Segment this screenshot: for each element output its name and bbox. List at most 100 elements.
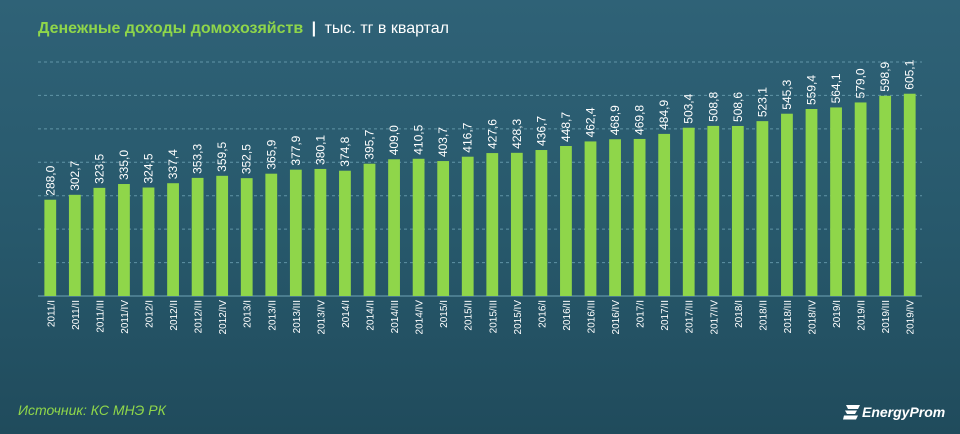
x-tick-label: 2014/II — [366, 300, 377, 331]
data-label: 484,9 — [657, 100, 671, 130]
data-label: 337,4 — [166, 149, 180, 179]
x-tick-label: 2018/I — [734, 300, 745, 328]
data-label: 409,0 — [387, 125, 401, 155]
data-label: 359,5 — [215, 141, 229, 171]
data-label: 365,9 — [264, 139, 278, 169]
x-tick-label: 2014/I — [341, 300, 352, 328]
data-label: 335,0 — [117, 150, 131, 180]
x-tick-label: 2016/IV — [611, 300, 622, 335]
bar — [609, 139, 621, 296]
data-label: 427,6 — [485, 119, 499, 149]
data-label: 508,8 — [706, 92, 720, 122]
bar — [756, 121, 769, 297]
bar — [93, 187, 106, 296]
bar — [879, 95, 892, 296]
bar — [854, 102, 867, 296]
data-label: 323,5 — [92, 154, 106, 184]
bar — [265, 173, 278, 296]
title-separator: | — [311, 20, 317, 37]
x-tick-label: 2013/IV — [316, 300, 327, 335]
bar — [314, 168, 327, 296]
x-tick-label: 2018/III — [783, 300, 794, 333]
bar — [510, 152, 523, 296]
chart-title: Денежные доходы домохозяйств | тыс. тг в… — [38, 20, 449, 38]
x-tick-label: 2018/IV — [808, 300, 819, 335]
x-tick-label: 2011/IV — [120, 300, 131, 334]
bar — [731, 125, 744, 296]
data-label: 598,9 — [878, 61, 892, 91]
x-tick-label: 2012/III — [194, 300, 205, 333]
data-label: 403,7 — [436, 127, 450, 157]
bar — [388, 159, 400, 296]
x-tick-label: 2016/I — [537, 300, 548, 328]
bar — [289, 169, 302, 296]
bar — [903, 93, 916, 296]
chart-title-unit: тыс. тг в квартал — [324, 20, 450, 37]
bar — [560, 146, 572, 296]
bar — [142, 187, 155, 296]
x-tick-label: 2019/III — [881, 300, 892, 333]
bar — [707, 125, 720, 296]
data-label: 410,5 — [412, 124, 426, 154]
data-label: 469,8 — [633, 105, 647, 135]
data-label: 508,6 — [731, 92, 745, 122]
x-tick-label: 2012/IV — [218, 300, 229, 335]
x-tick-label: 2015/IV — [513, 300, 524, 335]
data-label: 380,1 — [313, 135, 327, 165]
x-tick-label: 2018/II — [758, 300, 769, 331]
x-tick-label: 2017/IV — [709, 300, 720, 335]
data-label: 374,8 — [338, 136, 352, 166]
data-label: 523,1 — [755, 87, 769, 117]
bar — [461, 156, 474, 296]
x-tick-label: 2012/II — [169, 300, 180, 331]
x-tick-label: 2016/II — [562, 300, 573, 331]
x-tick-label: 2017/I — [636, 300, 647, 328]
x-tick-label: 2012/I — [145, 300, 156, 328]
bar — [682, 127, 695, 296]
bar — [437, 161, 450, 296]
energyprom-logo-icon — [843, 405, 860, 420]
bar — [216, 175, 229, 296]
data-label: 503,4 — [682, 93, 696, 123]
data-label: 579,0 — [854, 68, 868, 98]
x-tick-label: 2015/III — [488, 300, 499, 333]
data-label: 302,7 — [68, 160, 82, 190]
x-tick-label: 2019/I — [832, 300, 843, 328]
x-tick-label: 2013/II — [267, 300, 278, 331]
data-label: 353,3 — [191, 144, 205, 174]
bar — [830, 107, 842, 296]
x-tick-label: 2019/II — [857, 300, 868, 331]
x-tick-label: 2017/III — [685, 300, 696, 333]
data-label: 352,5 — [240, 144, 254, 174]
data-label: 448,7 — [559, 112, 573, 142]
data-label: 395,7 — [363, 129, 377, 159]
bar — [781, 113, 793, 297]
bar — [118, 184, 130, 296]
x-tick-label: 2016/III — [587, 300, 598, 333]
x-tick-label: 2011/I — [46, 300, 57, 327]
bar — [240, 178, 253, 296]
bar — [68, 194, 81, 296]
x-tick-label: 2011/III — [95, 300, 106, 333]
data-label: 605,1 — [903, 59, 917, 89]
x-tick-label: 2015/I — [439, 300, 450, 328]
x-tick-label: 2014/IV — [415, 300, 426, 335]
x-tick-label: 2014/III — [390, 300, 401, 333]
bar — [412, 158, 425, 296]
bar — [167, 183, 179, 296]
bar — [363, 163, 376, 296]
bar — [486, 153, 499, 296]
x-tick-label: 2013/III — [292, 300, 303, 333]
data-label: 462,4 — [584, 107, 598, 137]
bar — [658, 133, 671, 296]
data-label: 428,3 — [510, 118, 524, 148]
x-tick-label: 2019/IV — [906, 300, 917, 335]
data-label: 324,5 — [142, 153, 156, 183]
bar — [805, 109, 818, 296]
x-tick-label: 2013/I — [243, 300, 254, 328]
data-label: 468,9 — [608, 105, 622, 135]
energyprom-logo-text: EnergyProm — [862, 404, 946, 420]
x-tick-label: 2015/II — [464, 300, 475, 331]
